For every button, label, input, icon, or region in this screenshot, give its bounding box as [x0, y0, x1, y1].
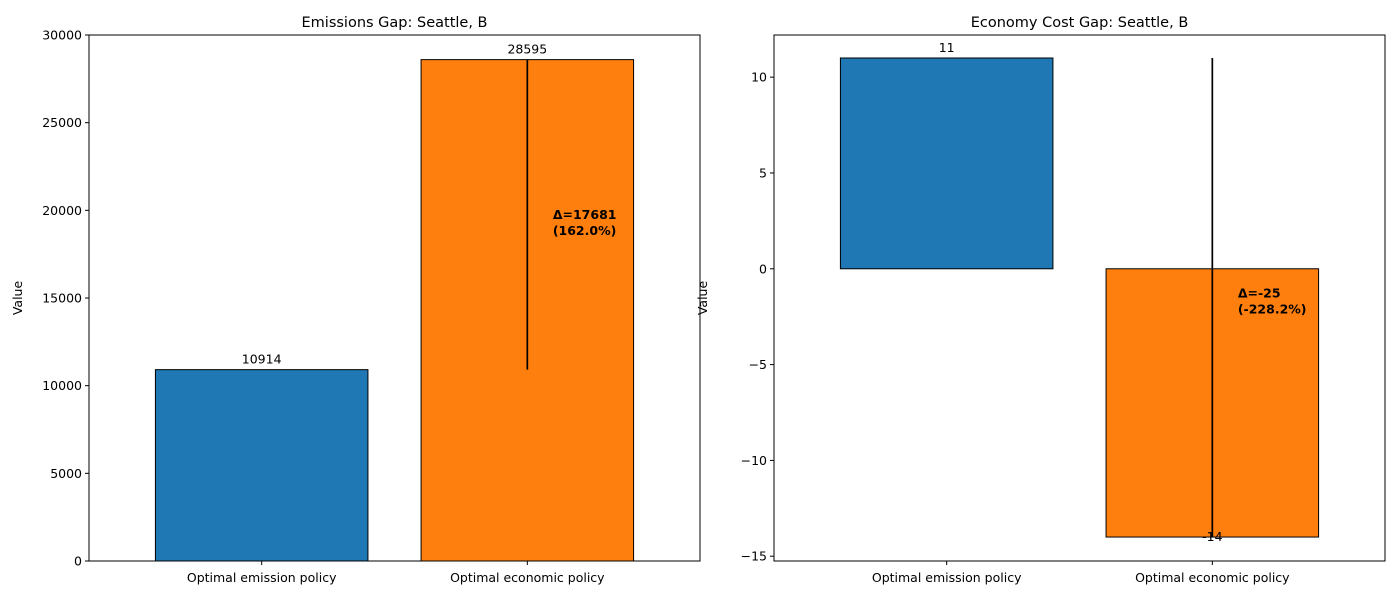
bar-value-label-1: 11 [939, 40, 955, 55]
y-tick-label: 10000 [42, 378, 82, 393]
chart-title: Economy Cost Gap: Seattle, B [971, 15, 1189, 31]
y-tick-label: 15000 [42, 291, 82, 306]
emissions-chart: Emissions Gap: Seattle, B Value 10914 28595… [10, 15, 701, 585]
y-tick-label: 10 [751, 70, 767, 85]
bar-value-label-2: 28595 [507, 42, 547, 57]
y-tick-label: 5000 [50, 466, 82, 481]
y-tick-label: −15 [741, 549, 767, 564]
x-tick-label: Optimal economic policy [450, 570, 605, 585]
y-tick-label: 0 [74, 554, 82, 569]
bar-value-label-1: 10914 [242, 352, 282, 367]
y-tick-label: 20000 [42, 203, 82, 218]
y-tick-label: 0 [759, 261, 767, 276]
x-tick-label: Optimal economic policy [1135, 570, 1290, 585]
gap-annotation-delta: Δ=-25 [1238, 286, 1281, 301]
plot-frame [773, 34, 1386, 562]
y-tick-label: 5 [759, 165, 767, 180]
x-tick-label: Optimal emission policy [872, 570, 1022, 585]
y-tick-label: −10 [741, 453, 767, 468]
economy-chart: Economy Cost Gap: Seattle, BValue11-14Δ=… [695, 15, 1386, 585]
x-tick-label: Optimal emission policy [187, 570, 337, 585]
bar-1 [839, 57, 1054, 270]
chart-title: Emissions Gap: Seattle, B [302, 15, 488, 31]
y-tick-label: −5 [749, 357, 767, 372]
y-tick-label: 30000 [42, 28, 82, 43]
gap-annotation-delta: Δ=17681 [553, 207, 617, 222]
y-axis-label: Value [695, 281, 710, 316]
bar-1 [154, 369, 369, 562]
y-tick-label: 25000 [42, 115, 82, 130]
gap-annotation-percent: (-228.2%) [1238, 302, 1307, 317]
gap-annotation-percent: (162.0%) [553, 223, 617, 238]
y-axis-label: Value [10, 281, 25, 316]
